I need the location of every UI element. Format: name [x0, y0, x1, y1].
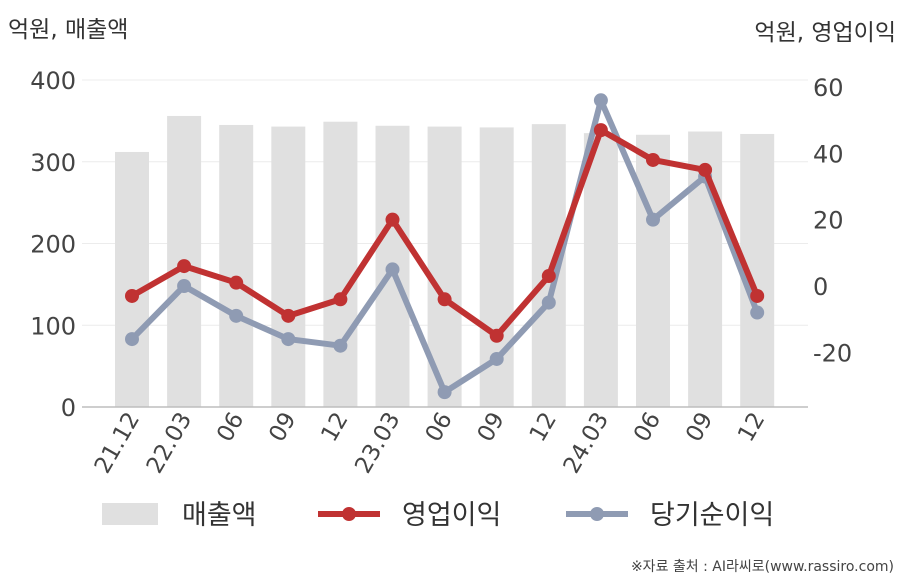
left-tick-label: 300	[30, 149, 76, 177]
legend-label-operating: 영업이익	[402, 500, 501, 531]
legend-label-revenue: 매출액	[182, 500, 257, 531]
x-tick-label: 21.12	[90, 408, 145, 478]
left-tick-label: 0	[61, 394, 76, 422]
x-tick-label: 12	[316, 408, 353, 446]
left-axis-label: 억원, 매출액	[8, 17, 128, 43]
legend-swatch-net-marker	[590, 507, 604, 521]
left-axis-ticks: 0 100 200 300 400	[30, 67, 76, 422]
point-net	[385, 262, 400, 277]
x-tick-label: 06	[212, 408, 249, 446]
point-operating	[593, 123, 608, 138]
point-operating	[177, 259, 192, 274]
point-operating	[698, 162, 713, 177]
right-axis-label: 억원, 영업이익	[754, 20, 896, 46]
bar-revenue	[219, 124, 254, 408]
x-tick-label: 09	[264, 408, 301, 446]
x-tick-label: 09	[681, 408, 718, 446]
left-tick-label: 400	[30, 67, 76, 95]
point-operating	[489, 328, 504, 343]
right-tick-label: 40	[813, 140, 844, 168]
bar-revenue	[271, 126, 306, 407]
point-net	[750, 305, 765, 320]
right-tick-label: 60	[813, 74, 844, 102]
point-net	[489, 351, 504, 366]
point-net	[593, 93, 608, 108]
point-net	[229, 308, 244, 323]
legend-swatch-operating-marker	[342, 507, 356, 521]
bar-revenue	[115, 151, 149, 407]
point-operating	[281, 308, 296, 323]
point-operating	[646, 152, 660, 167]
x-tick-label: 24.03	[559, 408, 614, 478]
bar-revenue	[583, 133, 618, 407]
point-net	[281, 332, 296, 347]
left-tick-label: 100	[30, 312, 76, 340]
bar-revenue	[323, 121, 358, 407]
x-tick-label: 23.03	[350, 408, 405, 478]
right-tick-label: 20	[813, 207, 844, 235]
x-tick-label: 12	[525, 408, 562, 446]
point-net	[437, 385, 452, 400]
right-axis-ticks: -20 0 20 40 60	[813, 74, 852, 367]
left-tick-label: 200	[30, 231, 76, 259]
point-operating	[125, 288, 139, 303]
legend: 매출액 영업이익 당기순이익	[102, 500, 774, 531]
point-operating	[229, 275, 244, 290]
right-tick-label: -20	[813, 339, 852, 367]
legend-label-net: 당기순이익	[650, 500, 774, 531]
x-tick-label: 09	[473, 408, 510, 446]
x-tick-label: 22.03	[142, 408, 197, 478]
point-net	[333, 338, 348, 353]
bars	[115, 115, 775, 408]
legend-swatch-revenue	[102, 503, 158, 525]
right-tick-label: 0	[813, 273, 828, 301]
x-tick-label: 12	[733, 408, 770, 446]
point-net	[646, 212, 660, 227]
point-operating	[385, 212, 400, 227]
x-tick-label: 06	[421, 408, 458, 446]
source-note: ※자료 출처 : AI라씨로(www.rassiro.com)	[631, 559, 894, 575]
point-net	[125, 332, 139, 347]
point-operating	[541, 269, 556, 284]
point-net	[177, 279, 192, 293]
x-tick-label: 06	[629, 408, 666, 446]
bar-revenue	[636, 134, 670, 407]
point-operating	[437, 292, 452, 307]
point-operating	[333, 292, 348, 307]
point-net	[541, 295, 556, 310]
lines	[125, 93, 765, 400]
point-operating	[750, 288, 765, 303]
